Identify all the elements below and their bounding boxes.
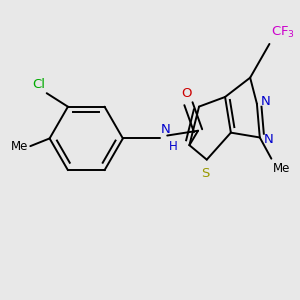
Text: Cl: Cl [32,78,45,91]
Text: N: N [261,95,271,108]
Text: S: S [201,167,209,180]
Text: N: N [160,122,170,136]
Text: H: H [169,140,178,153]
Text: O: O [181,87,192,100]
Text: N: N [264,133,273,146]
Text: CF$_3$: CF$_3$ [272,25,296,40]
Text: Me: Me [273,162,291,175]
Text: Me: Me [11,140,28,153]
